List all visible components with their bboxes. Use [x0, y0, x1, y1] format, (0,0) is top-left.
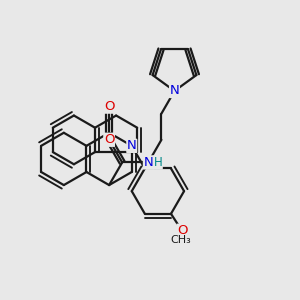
Text: O: O [104, 133, 114, 146]
Text: CH₃: CH₃ [170, 235, 191, 245]
Text: O: O [104, 100, 114, 113]
Text: O: O [177, 224, 188, 237]
Text: N: N [169, 85, 179, 98]
Text: N: N [127, 139, 136, 152]
Text: N: N [143, 156, 153, 169]
Text: H: H [154, 156, 162, 169]
